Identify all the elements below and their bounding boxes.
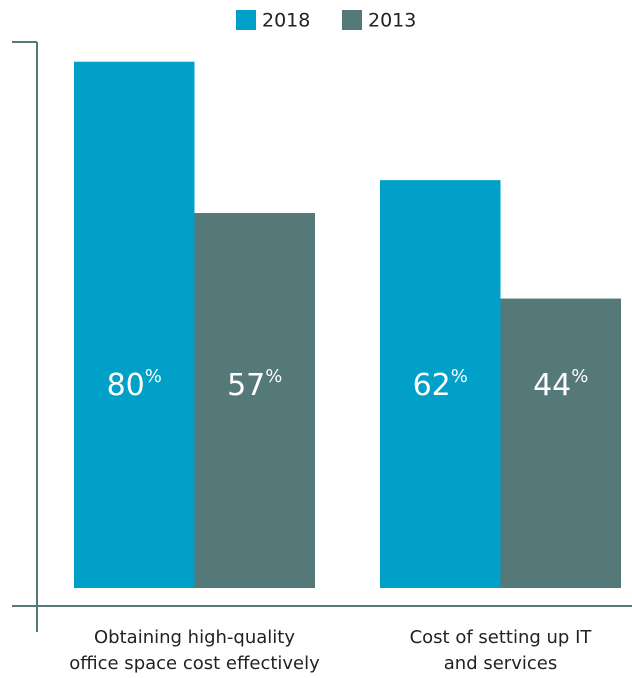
legend-swatch <box>342 10 362 30</box>
legend-label: 2018 <box>262 10 310 32</box>
legend-swatch <box>236 10 256 30</box>
data-label: 57% <box>227 366 282 403</box>
data-label: 80% <box>107 366 162 403</box>
bar <box>194 213 315 589</box>
data-label: 44% <box>533 366 588 403</box>
x-tick-label: Obtaining high-quality <box>94 627 295 648</box>
legend-label: 2013 <box>368 10 416 32</box>
x-tick-label: and services <box>444 653 557 674</box>
data-label: 62% <box>413 366 468 403</box>
bar <box>74 61 195 589</box>
x-tick-label: Cost of setting up IT <box>410 627 593 648</box>
x-tick-label: office space cost effectively <box>69 653 320 674</box>
bar <box>500 298 621 588</box>
bar <box>380 180 501 588</box>
